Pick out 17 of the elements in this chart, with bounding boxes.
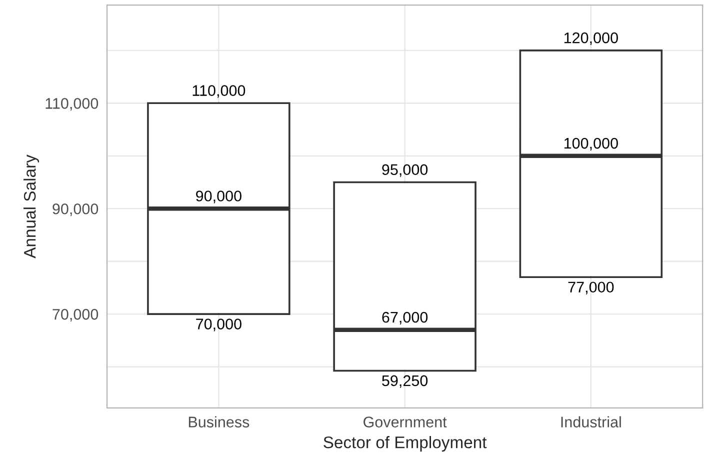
x-tick-label: Industrial: [561, 416, 621, 428]
y-axis-title: Annual Salary: [23, 154, 40, 258]
annotation: 70,000: [196, 318, 242, 332]
annotation: 120,000: [564, 32, 618, 46]
annotation: 95,000: [382, 164, 428, 177]
x-tick-label: Government: [364, 416, 447, 428]
annotation: 77,000: [568, 282, 614, 294]
y-tick-label: 90,000: [52, 203, 98, 216]
annotation: 59,250: [382, 375, 428, 388]
annotation: 67,000: [382, 312, 428, 324]
x-tick-label: Business: [188, 416, 250, 428]
annotation: 100,000: [564, 138, 618, 150]
x-axis-title: Sector of Employment: [324, 436, 487, 452]
annotation: 90,000: [196, 190, 242, 204]
y-tick-label: 70,000: [52, 308, 98, 322]
annotation: 110,000: [192, 85, 246, 98]
y-tick-label: 110,000: [46, 98, 98, 111]
